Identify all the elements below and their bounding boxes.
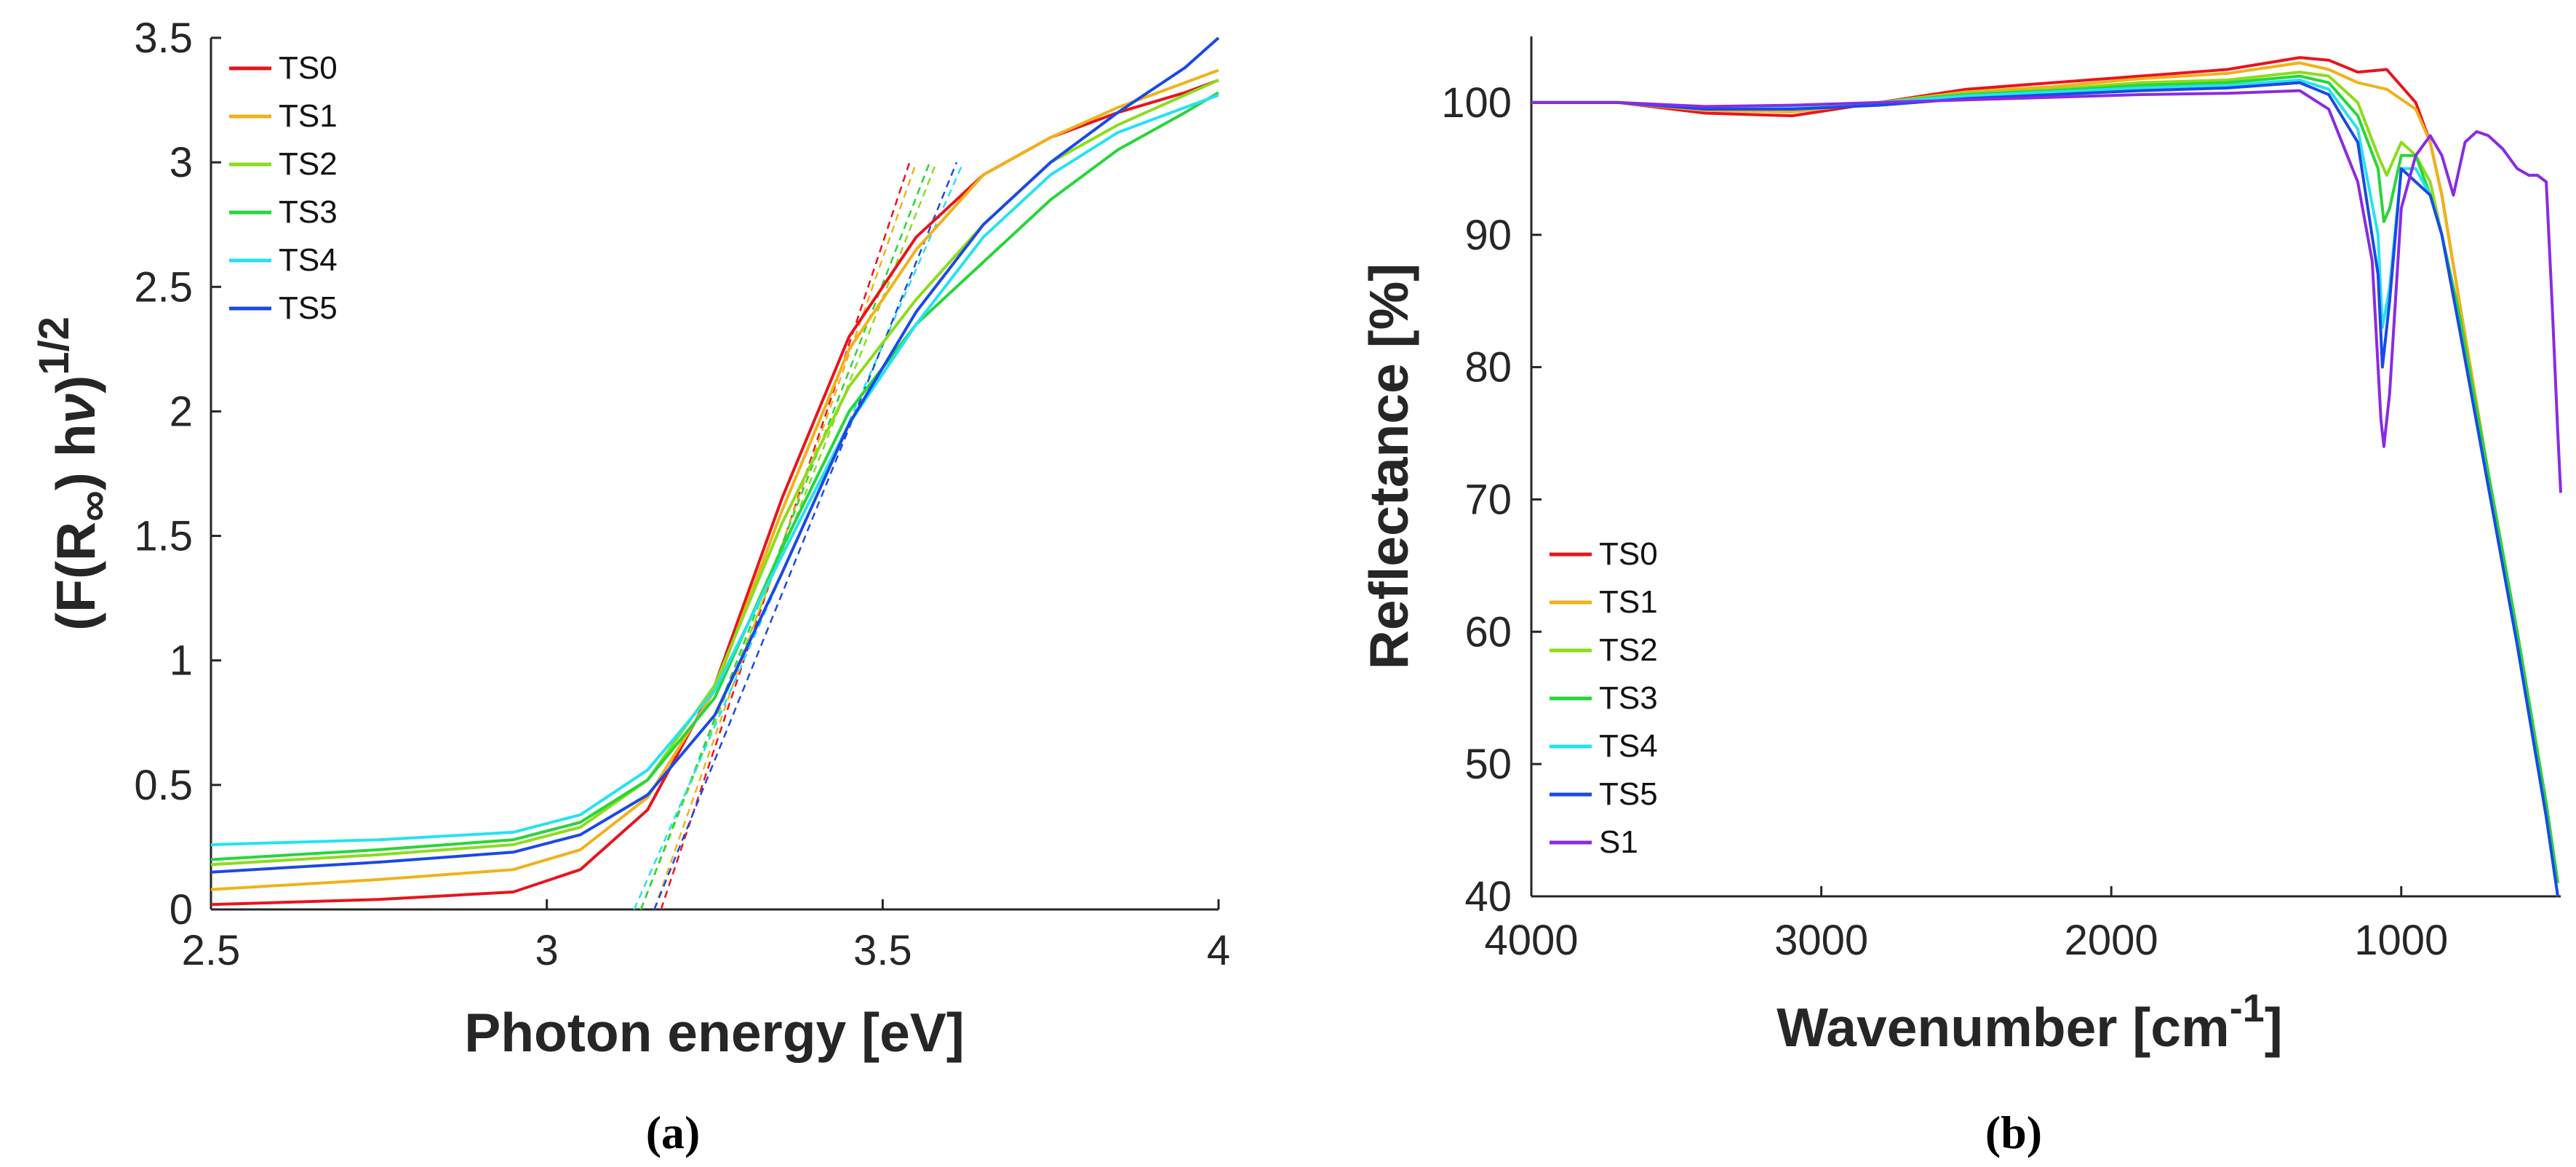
panel-a-legend: TS0 TS1 TS2 TS3 TS4 TS5 (229, 50, 338, 326)
x-title-close: ] (2265, 997, 2283, 1058)
panel-a-series (210, 36, 1220, 907)
series-line-ts2 (210, 79, 1219, 867)
legend-label-ts5: TS5 (279, 290, 338, 326)
legend-label-ts0: TS0 (279, 50, 338, 86)
panel-b-y-tick-label: 40 (1464, 873, 1512, 920)
series-line-ts5 (210, 36, 1220, 874)
panel-b-x-tick-label: 2000 (2065, 917, 2158, 964)
legend-label-ts1: TS1 (1599, 584, 1658, 620)
panel-b-caption: (b) (1985, 1107, 2042, 1158)
panel-a-chart: 2.5 3 3.5 4 0 0.5 1 1.5 2 2.5 3 3.5 TS0 TS1 TS2 TS3 TS4… (31, 15, 1230, 1158)
panel-b-x-tick-label: 4000 (1484, 917, 1578, 964)
series-line-ts5 (1531, 81, 2559, 897)
panel-a-x-tick-label: 3.5 (853, 927, 912, 974)
panel-a-y-tick-label: 2.5 (134, 263, 193, 311)
panel-b-y-tick-label: 60 (1464, 608, 1512, 656)
y-title-prefix: (F(R (45, 522, 106, 631)
panel-b-y-tick-label: 100 (1441, 79, 1512, 127)
panel-b-ticks: 4000 3000 2000 1000 40 50 60 70 80 90 100 (1441, 79, 2448, 964)
series-line-ts4 (210, 93, 1219, 846)
panel-b-y-tick-label: 50 (1464, 741, 1512, 788)
panel-a-y-tick-label: 1.5 (134, 513, 193, 560)
panel-a-x-tick-label: 3 (535, 927, 559, 974)
tangent-line-ts3 (639, 162, 931, 910)
series-line-s1 (1531, 89, 2562, 493)
legend-label-ts3: TS3 (1599, 680, 1658, 716)
panel-a-x-tick-label: 4 (1207, 927, 1230, 974)
panel-a-y-tick-label: 0 (170, 886, 193, 933)
panel-b-y-tick-label: 90 (1464, 212, 1512, 259)
panel-a-y-tick-label: 3 (170, 139, 193, 186)
y-title-close: ) (45, 375, 106, 394)
panel-a-y-tick-label: 2 (170, 388, 193, 435)
panel-b-x-tick-label: 3000 (1774, 917, 1868, 964)
y-title-sup: 1/2 (31, 316, 78, 375)
y-title-mid: ) h (45, 423, 106, 490)
x-title-main: Wavenumber [cm (1777, 997, 2229, 1058)
legend-label-s1: S1 (1599, 824, 1638, 860)
panel-b-legend: TS0 TS1 TS2 TS3 TS4 TS5 S1 (1550, 536, 1658, 860)
legend-label-ts1: TS1 (279, 98, 338, 134)
series-line-ts1 (1531, 61, 2559, 884)
panel-a-y-tick-label: 1 (170, 637, 193, 685)
panel-b-y-tick-label: 80 (1464, 344, 1512, 391)
legend-label-ts2: TS2 (279, 146, 338, 182)
series-line-ts0 (210, 79, 1219, 907)
panel-a-caption: (a) (646, 1107, 701, 1158)
legend-label-ts3: TS3 (279, 194, 338, 230)
panel-a-x-tick-label: 2.5 (182, 927, 241, 974)
legend-label-ts4: TS4 (279, 242, 338, 278)
panel-a-y-axis-title: (F(R∞) hν)1/2 (31, 316, 117, 631)
tangent-line-ts5 (653, 162, 958, 910)
y-title-nu: ν (45, 394, 106, 424)
panel-b-y-tick-label: 70 (1464, 476, 1512, 523)
panel-a-y-tick-label: 3.5 (134, 15, 193, 62)
x-title-sup: -1 (2230, 987, 2265, 1030)
panel-b-x-axis-title: Wavenumber [cm-1] (1777, 987, 2282, 1058)
series-line-ts3 (210, 91, 1220, 861)
series-line-ts1 (210, 68, 1219, 891)
panel-b-x-tick-label: 1000 (2354, 917, 2448, 964)
panel-a-y-tick-label: 0.5 (134, 762, 193, 809)
legend-label-ts2: TS2 (1599, 632, 1658, 668)
tangent-line-ts0 (660, 162, 911, 910)
panel-b-y-axis-title: Reflectance [%] (1358, 263, 1419, 670)
panel-b-series (1531, 56, 2562, 897)
legend-label-ts0: TS0 (1599, 536, 1658, 572)
panel-a-ticks: 2.5 3 3.5 4 0 0.5 1 1.5 2 2.5 3 3.5 (134, 15, 1230, 974)
panel-a-x-axis-title: Photon energy [eV] (464, 1002, 965, 1063)
series-line-ts0 (1531, 56, 2559, 884)
legend-label-ts4: TS4 (1599, 728, 1658, 764)
legend-label-ts5: TS5 (1599, 776, 1658, 812)
y-title-sub: ∞ (68, 490, 117, 522)
